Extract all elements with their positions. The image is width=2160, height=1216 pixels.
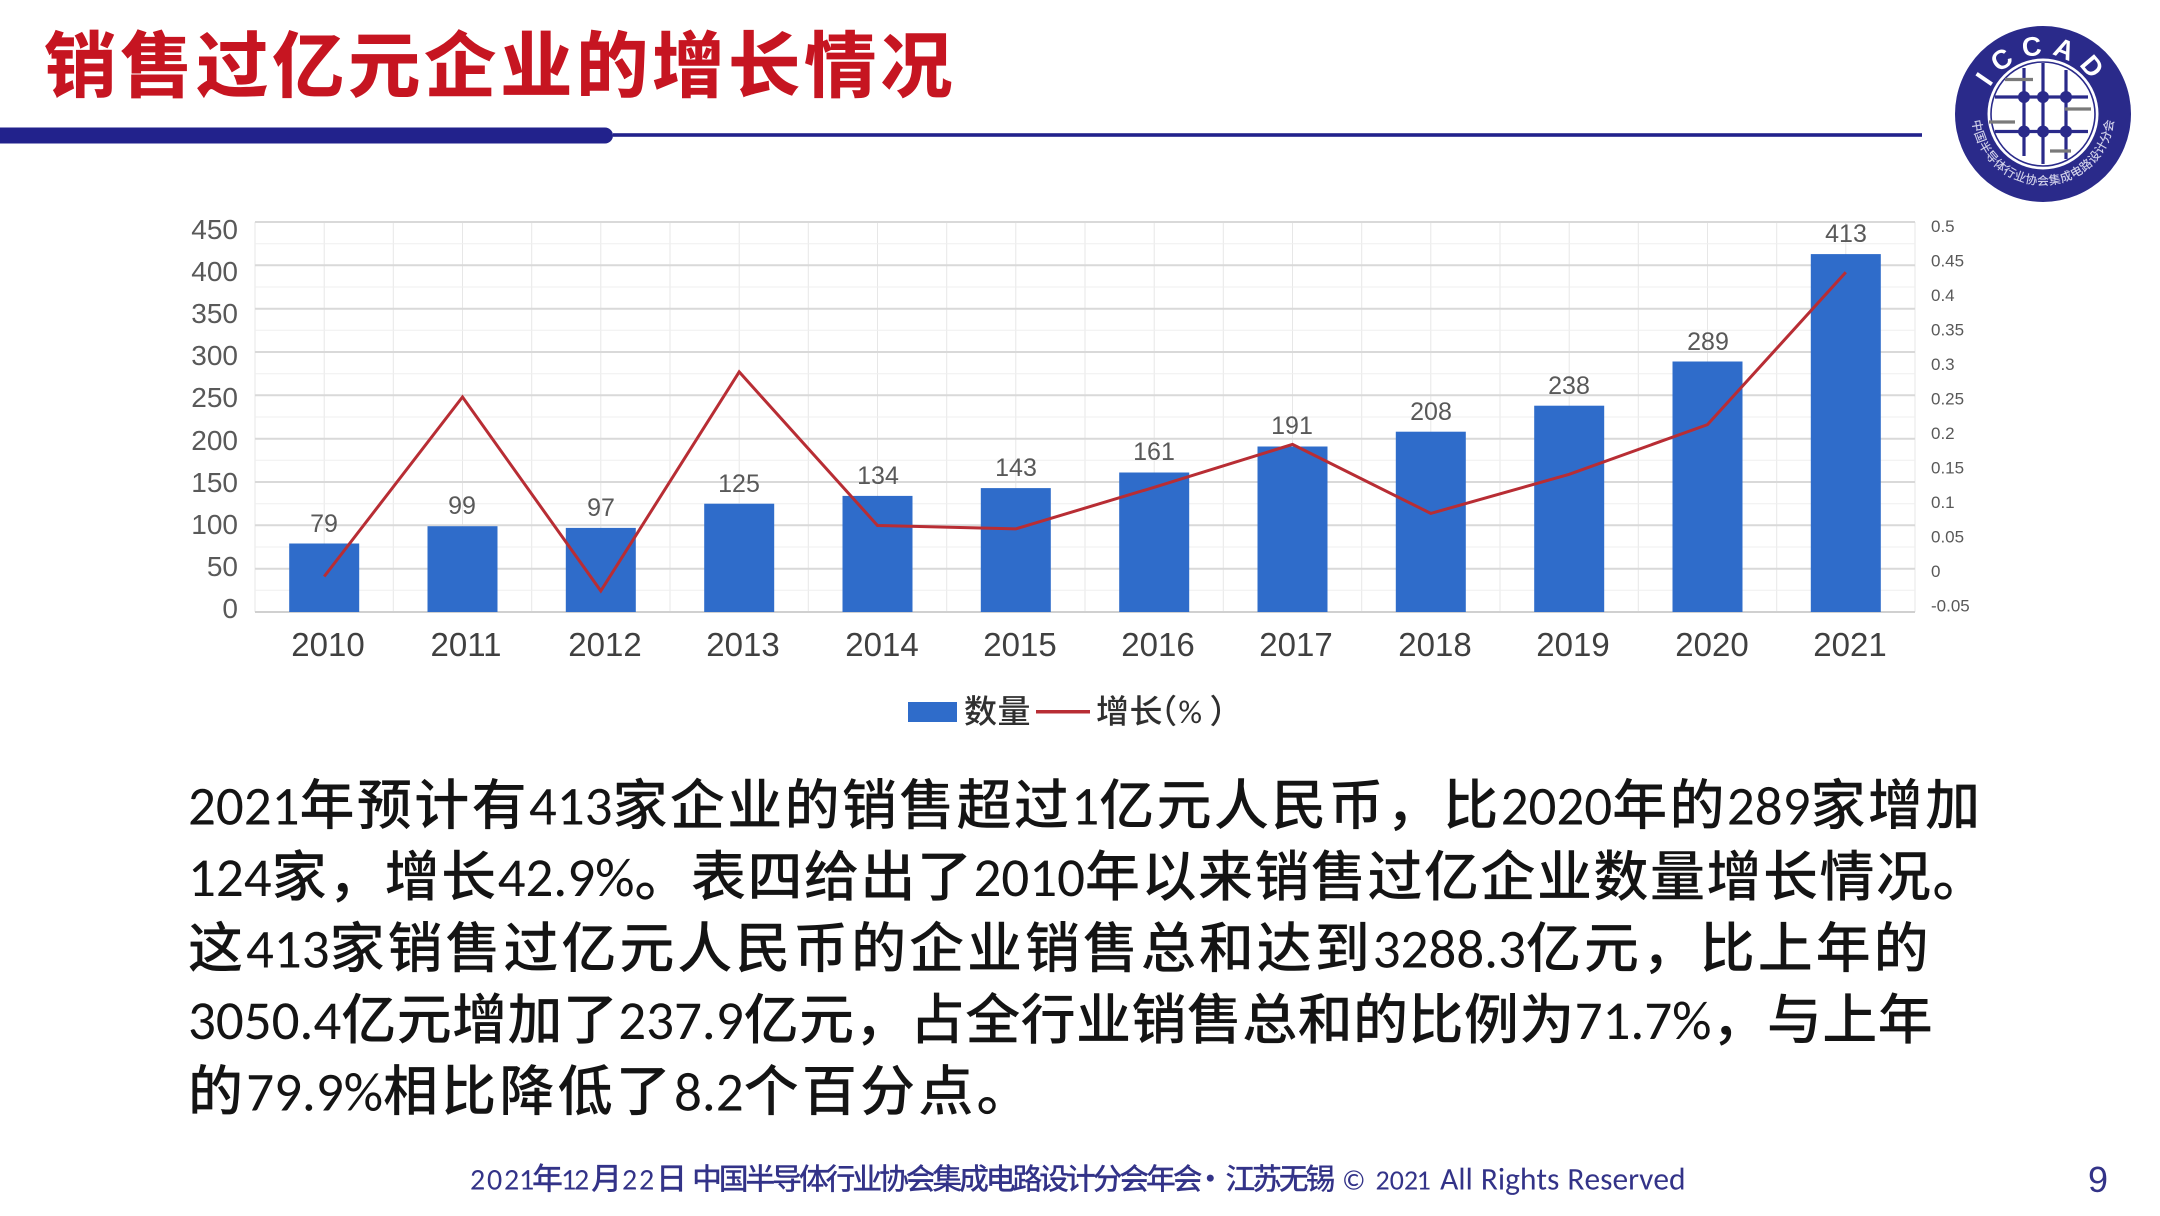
svg-text:2018: 2018 — [1398, 626, 1471, 663]
svg-text:0.15: 0.15 — [1931, 458, 1964, 477]
svg-text:125: 125 — [718, 470, 760, 498]
svg-text:0.2: 0.2 — [1931, 424, 1955, 443]
svg-text:0.35: 0.35 — [1931, 320, 1964, 339]
svg-text:2016: 2016 — [1121, 626, 1194, 663]
svg-text:400: 400 — [191, 256, 238, 287]
svg-text:50: 50 — [207, 551, 238, 582]
svg-text:200: 200 — [191, 425, 238, 456]
svg-text:2019: 2019 — [1536, 626, 1609, 663]
svg-text:0.45: 0.45 — [1931, 251, 1964, 270]
svg-text:97: 97 — [587, 494, 615, 522]
svg-text:191: 191 — [1271, 412, 1313, 440]
svg-text:350: 350 — [191, 298, 238, 329]
svg-text:0.5: 0.5 — [1931, 217, 1955, 236]
svg-text:238: 238 — [1548, 372, 1590, 400]
svg-text:134: 134 — [857, 462, 899, 490]
svg-text:99: 99 — [448, 492, 476, 520]
svg-text:0: 0 — [1931, 562, 1940, 581]
svg-text:0.4: 0.4 — [1931, 286, 1955, 305]
svg-text:2021: 2021 — [1813, 626, 1886, 663]
svg-text:250: 250 — [191, 382, 238, 413]
svg-text:9: 9 — [2088, 1159, 2108, 1200]
svg-text:2020: 2020 — [1675, 626, 1748, 663]
svg-text:143: 143 — [995, 454, 1037, 482]
svg-text:2015: 2015 — [983, 626, 1056, 663]
svg-text:0.05: 0.05 — [1931, 527, 1964, 546]
svg-text:289: 289 — [1687, 328, 1729, 356]
svg-text:2017: 2017 — [1259, 626, 1332, 663]
svg-text:150: 150 — [191, 467, 238, 498]
svg-text:2014: 2014 — [845, 626, 918, 663]
svg-text:0.3: 0.3 — [1931, 355, 1955, 374]
svg-text:79: 79 — [310, 510, 338, 538]
svg-text:300: 300 — [191, 340, 238, 371]
svg-text:161: 161 — [1133, 438, 1175, 466]
svg-text:2013: 2013 — [706, 626, 779, 663]
svg-text:0: 0 — [222, 593, 238, 624]
svg-text:2010: 2010 — [291, 626, 364, 663]
svg-text:-0.05: -0.05 — [1931, 596, 1970, 615]
svg-text:2012: 2012 — [568, 626, 641, 663]
svg-text:0.1: 0.1 — [1931, 493, 1955, 512]
svg-text:0.25: 0.25 — [1931, 389, 1964, 408]
svg-text:2011: 2011 — [431, 626, 502, 663]
svg-text:100: 100 — [191, 509, 238, 540]
svg-text:413: 413 — [1825, 220, 1867, 248]
svg-text:208: 208 — [1410, 398, 1452, 426]
svg-text:450: 450 — [191, 214, 238, 245]
